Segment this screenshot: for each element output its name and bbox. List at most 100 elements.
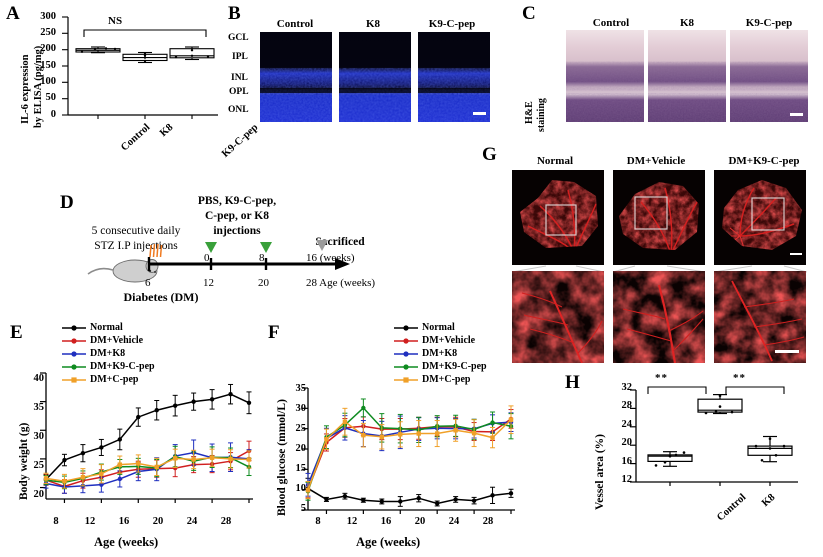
panel-a-ytick-3: 150 bbox=[40, 60, 56, 71]
panel-f-ytick-0: 35 bbox=[295, 383, 307, 394]
panel-b-image-k8 bbox=[339, 32, 411, 122]
panel-letter-h: H bbox=[565, 372, 580, 393]
panel-e-legend-label-3: DM+K9-C-pep bbox=[90, 361, 155, 372]
panel-h-ytick-2: 24 bbox=[621, 419, 633, 430]
panel-b-col-title-1: K8 bbox=[365, 18, 381, 30]
panel-c-col-title-0: Control bbox=[592, 17, 630, 29]
panel-c-image-control bbox=[566, 30, 644, 122]
panel-f-plot bbox=[302, 387, 515, 514]
panel-b-layer-inl: INL bbox=[231, 73, 248, 83]
panel-e-xtick-2: 16 bbox=[118, 516, 130, 527]
panel-g-col-title-0: Normal bbox=[536, 155, 574, 167]
panel-d-timeline-graphic bbox=[87, 240, 350, 283]
panel-f-xtick-0: 8 bbox=[315, 516, 321, 527]
panel-c-col-title-2: K9-C-pep bbox=[745, 17, 793, 29]
panel-b-image-control bbox=[260, 32, 332, 122]
panel-a-ytick-4: 100 bbox=[40, 76, 56, 87]
panel-e-ytick-3: 25 bbox=[33, 460, 45, 471]
panel-e-ytick-0: 40 bbox=[33, 373, 45, 384]
panel-d-sacrificed: Sacrificed bbox=[315, 236, 365, 248]
panel-e-xlabel: Age (weeks) bbox=[94, 535, 159, 549]
panel-d-inject-line2: C-pep, or K8 bbox=[205, 210, 269, 222]
panel-b-col-title-2: K9-C-pep bbox=[428, 18, 476, 30]
panel-f-ytick-3: 20 bbox=[295, 443, 307, 454]
panel-h-ytick-0: 32 bbox=[621, 382, 633, 393]
panel-d-upper-2: 16 (weeks) bbox=[306, 252, 355, 264]
panel-g-col-title-2: DM+K9-C-pep bbox=[728, 155, 800, 167]
panel-d-diabetes-label: Diabetes (DM) bbox=[123, 290, 199, 304]
panel-letter-c: C bbox=[522, 3, 536, 24]
panel-f-xtick-3: 20 bbox=[414, 516, 426, 527]
panel-b-layer-onl: ONL bbox=[228, 105, 249, 115]
panel-a-plot bbox=[62, 16, 218, 119]
panel-a-ytick-0: 300 bbox=[40, 11, 56, 22]
panel-b-col-title-0: Control bbox=[276, 18, 314, 30]
panel-g-overview-dmvehicle bbox=[613, 170, 705, 265]
panel-a-ytick-6: 0 bbox=[50, 109, 56, 120]
panel-f-legend-label-3: DM+K9-C-pep bbox=[422, 361, 487, 372]
panel-e-ytick-2: 30 bbox=[33, 431, 45, 442]
panel-f-legend-label-4: DM+C-pep bbox=[422, 374, 471, 385]
panel-f-ytick-5: 10 bbox=[295, 483, 307, 494]
panel-d-lower-3: 28 Age (weeks) bbox=[306, 277, 376, 289]
panel-e-legend bbox=[62, 325, 86, 383]
panel-f-xtick-2: 16 bbox=[380, 516, 392, 527]
panel-c-image-k9cpep bbox=[730, 30, 808, 122]
panel-f-ytick-6: 5 bbox=[300, 503, 306, 514]
panel-h-ytick-1: 28 bbox=[621, 400, 633, 411]
panel-g-magnified-dmk9cpep bbox=[714, 271, 806, 363]
panel-g-overview-scale-bar bbox=[790, 253, 802, 256]
panel-d-stz-line1: 5 consecutive daily bbox=[91, 225, 181, 237]
panel-f-legend-label-2: DM+K8 bbox=[422, 348, 458, 359]
panel-letter-e: E bbox=[10, 322, 23, 343]
panel-b-layer-ipl: IPL bbox=[232, 52, 248, 62]
panel-a-ylabel: IL-6 expression by ELISA (pg/mg) bbox=[20, 45, 44, 128]
panel-d-lower-0: 6 bbox=[145, 277, 151, 289]
panel-d-upper-1: 8 bbox=[259, 252, 265, 264]
panel-d-inject-line1: PBS, K9-C-pep, bbox=[197, 195, 277, 207]
panel-f-ytick-1: 30 bbox=[295, 403, 307, 414]
panel-f-legend-label-1: DM+Vehicle bbox=[422, 335, 476, 346]
panel-d-upper-0: 0 bbox=[204, 252, 210, 264]
panel-h-plot bbox=[630, 386, 798, 486]
panel-e-xtick-5: 28 bbox=[220, 516, 232, 527]
panel-c-side-label: H&E staining bbox=[524, 98, 547, 132]
panel-g-col-title-1: DM+Vehicle bbox=[626, 155, 686, 167]
panel-letter-g: G bbox=[482, 144, 497, 165]
panel-a-ytick-1: 250 bbox=[40, 27, 56, 38]
panel-h-ylabel: Vessel area (%) bbox=[594, 433, 606, 510]
panel-a-ytick-2: 200 bbox=[40, 43, 56, 54]
panel-g-magnified-normal bbox=[512, 271, 604, 363]
panel-f-xtick-1: 12 bbox=[346, 516, 358, 527]
panel-c-image-k8 bbox=[648, 30, 726, 122]
panel-e-xtick-4: 24 bbox=[186, 516, 198, 527]
panel-e-legend-label-4: DM+C-pep bbox=[90, 374, 139, 385]
panel-b-layer-opl: OPL bbox=[229, 87, 249, 97]
panel-f-xlabel: Age (weeks) bbox=[356, 535, 421, 549]
panel-letter-d: D bbox=[60, 192, 74, 213]
panel-h-sig-1: ** bbox=[733, 372, 746, 384]
panel-f-ytick-2: 25 bbox=[295, 423, 307, 434]
panel-e-xtick-0: 8 bbox=[53, 516, 59, 527]
panel-g-magnified-scale-bar bbox=[775, 350, 799, 353]
panel-f-ytick-4: 15 bbox=[295, 463, 307, 474]
panel-d-lower-1: 12 bbox=[203, 277, 214, 289]
panel-a-ns-label: NS bbox=[108, 15, 123, 27]
panel-b-scale-bar bbox=[473, 112, 486, 115]
panel-e-xtick-1: 12 bbox=[84, 516, 96, 527]
panel-b-layer-gcl: GCL bbox=[228, 33, 249, 43]
panel-letter-a: A bbox=[6, 3, 20, 24]
panel-e-plot bbox=[40, 372, 253, 503]
panel-f-legend-label-0: Normal bbox=[422, 322, 455, 333]
panel-f-xtick-4: 24 bbox=[448, 516, 460, 527]
panel-d-lower-2: 20 bbox=[258, 277, 269, 289]
panel-g-overview-normal bbox=[512, 170, 604, 265]
panel-h-ytick-5: 12 bbox=[621, 474, 633, 485]
panel-g-magnified-dmvehicle bbox=[613, 271, 705, 363]
panel-d-inject-line3: injections bbox=[213, 225, 261, 237]
panel-e-legend-label-1: DM+Vehicle bbox=[90, 335, 144, 346]
panel-c-scale-bar bbox=[790, 113, 803, 116]
panel-h-ytick-3: 20 bbox=[621, 437, 633, 448]
panel-e-ytick-4: 20 bbox=[33, 489, 45, 500]
